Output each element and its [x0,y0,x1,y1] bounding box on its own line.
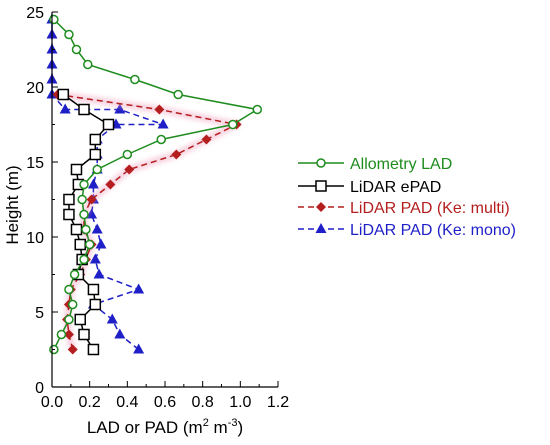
data-point [71,44,82,55]
data-point [173,89,183,100]
legend: Allometry LAD LiDAR ePAD LiDAR PAD (Ke: mu… [298,156,516,239]
legend-label: Allometry LAD [350,156,452,173]
data-point [89,298,102,311]
x-tick-label: 0.6 [154,394,176,411]
data-point [79,209,89,220]
data-point [78,103,90,116]
data-point [114,328,126,339]
y-tick-label: 5 [35,305,44,322]
data-point [157,118,169,129]
x-tick-label: 0.8 [192,394,214,411]
x-tick-label: 1.2 [267,394,289,411]
data-point [84,239,95,250]
x-tick-label: 1.0 [229,394,251,411]
x-tick-label: 0.0 [41,394,63,411]
data-point [63,193,75,206]
data-point [89,253,101,264]
data-point [70,163,83,176]
data-point [95,238,107,249]
data-point [64,314,74,325]
data-point [74,238,86,251]
data-point [86,194,97,205]
data-point [86,208,98,219]
data-point [59,103,71,114]
data-point [67,299,78,310]
data-point [81,224,91,235]
data-point [87,343,100,356]
data-point [49,14,59,25]
x-axis-title: LAD or PAD (m2 m-3) [87,417,243,437]
data-point [57,88,70,101]
legend-item: LiDAR PAD (Ke: mono) [298,222,516,239]
x-tick-label: 0.2 [79,394,101,411]
legend-item: LiDAR ePAD [298,179,441,196]
data-point [91,223,103,234]
legend-label: LiDAR PAD (Ke: mono) [350,222,516,239]
y-axis-title: Height (m) [3,165,22,244]
data-point [130,74,140,85]
data-point [105,179,116,190]
x-title-part: LAD or PAD (m [87,418,203,437]
data-point [133,283,145,294]
data-point [87,178,99,189]
legend-item: LiDAR PAD (Ke: multi) [298,200,510,217]
data-point [77,194,87,205]
data-point [67,344,78,355]
data-point [154,104,165,115]
data-point [64,284,74,295]
data-point [106,313,118,324]
legend-marker [315,180,327,192]
data-point [79,179,89,190]
legend-label: LiDAR ePAD [350,179,441,196]
x-title-part: m [209,418,228,437]
series-lidar-epad [57,88,115,356]
series-layer [46,13,263,356]
data-point [87,283,100,296]
y-tick-label: 20 [26,80,44,97]
data-point [93,268,105,279]
x-tick-label: 0.4 [116,394,138,411]
data-point [124,164,135,175]
data-point [252,104,263,115]
y-tick-label: 0 [35,380,44,397]
series-allometry-lad [49,14,263,355]
data-point [89,133,102,146]
axis-layer: 0.0 0.2 0.4 0.6 0.8 1.0 1.2 0 5 10 15 20 25 [26,5,289,411]
y-tick-label: 10 [26,230,44,247]
data-point [122,149,133,160]
data-point [63,329,74,340]
data-point [114,103,126,114]
data-point [79,254,89,265]
x-title-sup: -3 [228,417,238,429]
y-tick-label: 15 [26,155,44,172]
data-point [69,269,80,280]
legend-item: Allometry LAD [298,156,452,173]
y-tick-label: 25 [26,5,44,22]
data-point [56,329,67,340]
data-point [102,118,115,131]
data-point [64,29,74,40]
data-point [70,223,83,236]
data-point [156,134,166,145]
data-point [171,149,182,160]
legend-marker [316,202,326,212]
legend-label: LiDAR PAD (Ke: multi) [350,200,510,217]
data-point [89,148,102,161]
data-point [201,134,212,145]
data-point [133,343,145,354]
legend-marker [316,158,326,168]
data-point [74,313,86,326]
x-title-sup: 2 [203,417,209,429]
data-point [83,59,93,70]
x-title-part: ) [238,418,244,437]
data-point [92,164,102,175]
data-point [63,208,75,221]
legend-marker [315,223,327,233]
data-point [228,119,238,130]
data-point [78,328,90,341]
